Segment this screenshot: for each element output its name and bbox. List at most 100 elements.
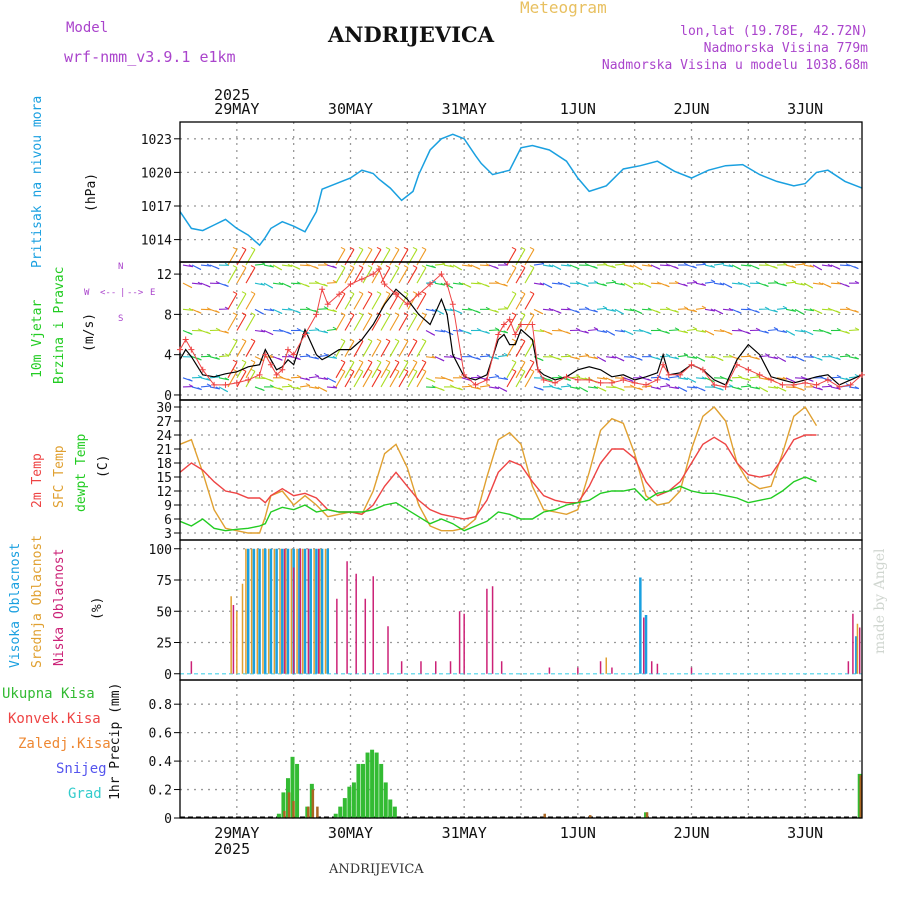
wind-arrow-head bbox=[332, 326, 338, 330]
cloud-bar bbox=[326, 548, 330, 674]
wind-arrow-head bbox=[601, 359, 606, 362]
wind-arrow bbox=[416, 371, 427, 388]
wind-arrow bbox=[632, 329, 644, 332]
wind-arrow-head bbox=[340, 265, 346, 268]
wind-arrow-head bbox=[529, 265, 535, 268]
wind-arrow bbox=[731, 282, 743, 285]
wind-arrow-head bbox=[367, 359, 373, 363]
wind-arrow-head bbox=[403, 359, 409, 363]
wind-arrow bbox=[515, 361, 526, 379]
wind-gust-marker bbox=[199, 366, 206, 373]
wind-arrow-head bbox=[665, 284, 670, 288]
precip-bar bbox=[333, 813, 338, 818]
wind-arrow bbox=[353, 314, 364, 331]
wind-arrow bbox=[200, 385, 212, 388]
wind-arrow bbox=[623, 308, 634, 312]
precip-bar bbox=[295, 763, 300, 818]
cloud-bar bbox=[847, 661, 850, 674]
wind-arrow bbox=[227, 361, 238, 379]
wind-arrow-head bbox=[476, 357, 481, 361]
wind-arrow-head bbox=[826, 284, 832, 288]
wind-arrow-head bbox=[773, 356, 779, 360]
wind-gust-marker bbox=[319, 286, 326, 293]
wind-arrow bbox=[380, 340, 391, 357]
wind-arrow-head bbox=[790, 379, 796, 383]
cloud-bar bbox=[258, 548, 261, 674]
wind-arrow-head bbox=[773, 280, 779, 284]
wind-arrow-head bbox=[421, 368, 427, 372]
wind-arrow bbox=[506, 371, 517, 388]
wind-arrow bbox=[362, 293, 373, 310]
cloud-bar bbox=[463, 613, 465, 674]
cloud-bar bbox=[292, 567, 295, 674]
wind-arrow-head bbox=[674, 266, 679, 270]
wind-arrow-head bbox=[520, 265, 526, 268]
wind-arrow-head bbox=[376, 368, 382, 372]
wind-arrow bbox=[344, 267, 355, 284]
precip-legend-frz: Zaledj.Kisa bbox=[18, 736, 111, 752]
wind-arrow-head bbox=[700, 358, 706, 362]
wind-arrow-head bbox=[547, 331, 553, 335]
wind-arrow bbox=[389, 267, 400, 284]
wind-gust-marker bbox=[677, 371, 684, 378]
temperature-ytick-label: 3 bbox=[164, 527, 172, 542]
wind-arrow bbox=[317, 308, 329, 310]
wind-arrow-head bbox=[449, 308, 455, 312]
wind-arrow bbox=[704, 281, 715, 284]
precipitation-ytick-label: 0.4 bbox=[149, 755, 173, 770]
wind-arrow bbox=[371, 361, 382, 379]
wind-arrow bbox=[641, 308, 653, 311]
wind-arrow-head bbox=[305, 383, 311, 387]
cloud-bar bbox=[264, 548, 267, 674]
pressure-ytick-label: 1020 bbox=[141, 166, 172, 181]
wind-arrow bbox=[506, 267, 517, 284]
precip-bar bbox=[392, 806, 397, 818]
wind-arrow bbox=[218, 355, 230, 358]
wind-arrow bbox=[344, 371, 355, 388]
wind-gust-marker bbox=[222, 381, 229, 388]
wind-arrow-head bbox=[485, 330, 490, 334]
wind-ytick-label: 8 bbox=[164, 308, 172, 323]
wind-arrow bbox=[704, 356, 716, 359]
precip-bar bbox=[365, 752, 370, 818]
temperature-ytick-label: 15 bbox=[156, 471, 172, 486]
wind-arrow-head bbox=[674, 309, 679, 313]
precip-bar bbox=[859, 775, 862, 818]
wind-gust-marker bbox=[438, 271, 445, 278]
compass-west-arrow: <-- bbox=[100, 288, 117, 298]
wind-arrow-head bbox=[539, 387, 544, 391]
wind-arrow-head bbox=[224, 330, 229, 334]
wind-arrow-head bbox=[467, 383, 473, 387]
wind-arrow-head bbox=[503, 330, 508, 334]
wind-arrow bbox=[560, 264, 572, 267]
wind-arrow-head bbox=[602, 305, 608, 309]
cloud-bar bbox=[644, 615, 648, 674]
cloud-bar bbox=[284, 548, 287, 674]
wind-arrow-head bbox=[845, 284, 850, 288]
wind-arrow-head bbox=[269, 308, 275, 312]
wind-arrow bbox=[191, 282, 203, 285]
bottom-day-label: 30MAY bbox=[328, 824, 373, 842]
wind-arrow-head bbox=[340, 246, 346, 250]
wind-arrow-head bbox=[367, 338, 373, 342]
wind-arrow bbox=[371, 371, 382, 388]
wind-arrow-head bbox=[638, 282, 644, 285]
pressure-ytick-label: 1023 bbox=[141, 133, 172, 148]
wind-arrow-head bbox=[323, 352, 329, 356]
wind-arrow-head bbox=[205, 284, 211, 288]
cloud-bar bbox=[303, 548, 307, 674]
wind-arrow-head bbox=[503, 283, 508, 287]
wind-arrow-head bbox=[683, 306, 689, 310]
wind-arrow-head bbox=[575, 386, 581, 390]
wind-arrow-head bbox=[385, 312, 391, 316]
wind-arrow bbox=[236, 267, 247, 284]
wind-arrow-head bbox=[215, 327, 221, 331]
wind-gust-marker bbox=[375, 266, 382, 273]
wind-gust-marker bbox=[233, 379, 240, 386]
wind-gust-marker bbox=[449, 301, 456, 308]
wind-arrow-head bbox=[215, 310, 220, 314]
wind-arrow-head bbox=[800, 282, 806, 286]
wind-arrow bbox=[587, 386, 598, 389]
wind-arrow bbox=[515, 340, 526, 357]
wind-arrow-head bbox=[628, 332, 634, 336]
